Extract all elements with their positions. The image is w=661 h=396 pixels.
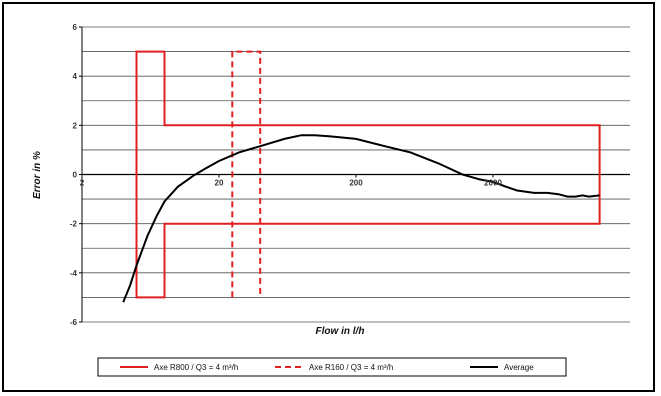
series-r160-tolerance (231, 50, 262, 298)
y-tick-label: 4 (73, 72, 78, 81)
y-tick-label: 2 (73, 121, 78, 130)
y-tick-label: -2 (70, 220, 78, 229)
legend-label: Axe R800 / Q3 = 4 m³/h (154, 363, 238, 372)
legend-box (97, 357, 567, 377)
legend: Axe R800 / Q3 = 4 m³/h Axe R160 / Q3 = 4 … (97, 357, 567, 377)
x-tick-label: 20 (215, 179, 224, 188)
chart-frame (2, 2, 655, 392)
series-r800-tolerance (135, 50, 601, 299)
y-tick-label: -4 (70, 269, 78, 278)
series-average (122, 134, 600, 303)
y-axis-label: Error in % (32, 151, 43, 199)
y-tick-label: 6 (73, 23, 78, 32)
y-tick-label: 0 (73, 171, 78, 180)
x-tick-label: 200 (349, 179, 363, 188)
x-axis-label: Flow in l/h (316, 326, 365, 337)
y-tick-label: -6 (70, 318, 78, 327)
grid (79, 26, 630, 323)
legend-label: Average (504, 363, 534, 372)
legend-label: Axe R160 / Q3 = 4 m³/h (309, 363, 393, 372)
x-tick-label: 2 (80, 179, 85, 188)
x-tick-label: 2000 (484, 179, 502, 188)
series-layer (122, 50, 601, 303)
